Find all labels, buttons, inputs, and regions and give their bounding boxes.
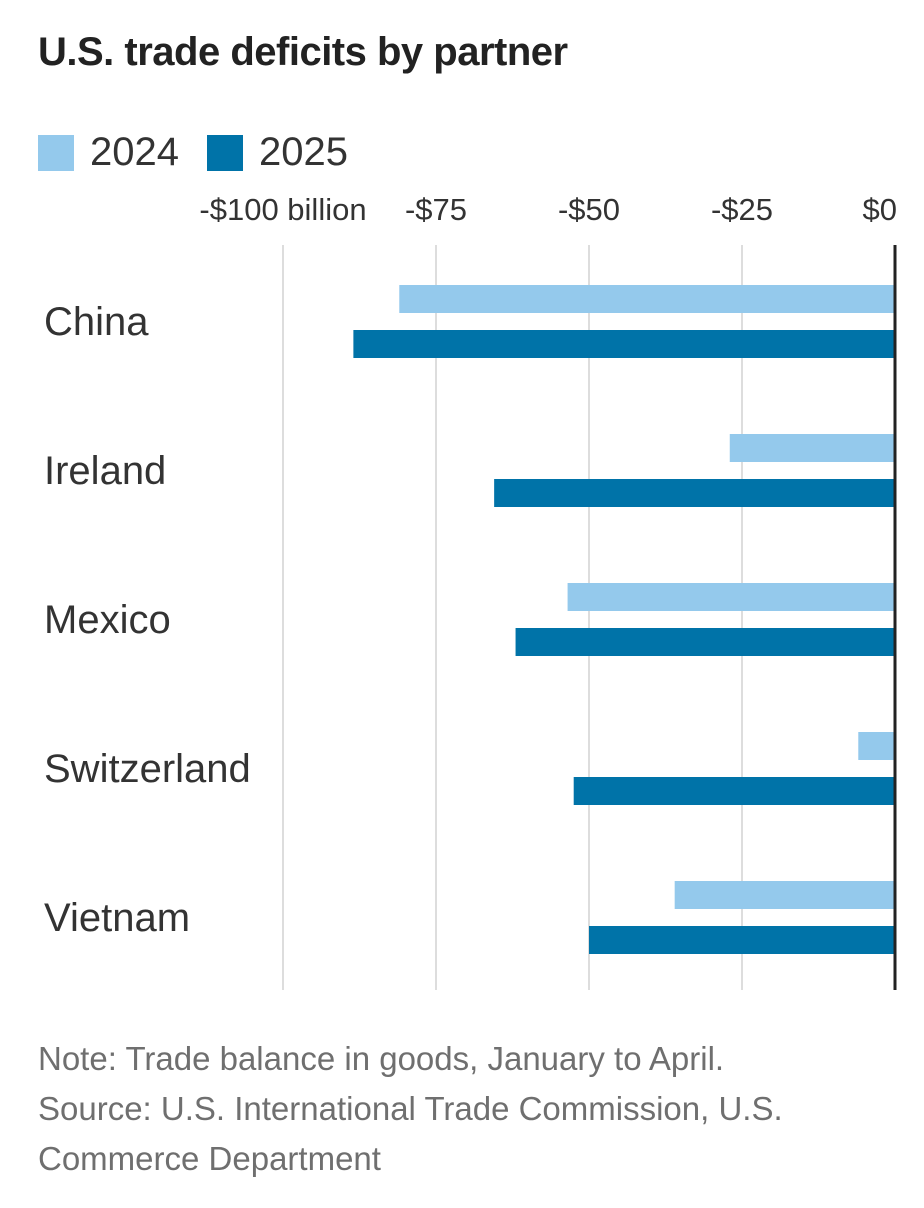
x-tick-label: -$50 [558,192,620,227]
legend-swatch-2025 [206,134,243,171]
footnote-source: Source: U.S. International Trade Commiss… [38,1090,783,1177]
category-label: China [44,300,149,344]
bar-2025-ireland [494,479,895,507]
bar-2024-china [399,285,895,313]
legend-item-2024: 2024 [38,130,179,175]
legend-item-2025: 2025 [206,130,348,175]
bar-2024-switzerland [858,732,895,760]
category-label: Mexico [44,598,171,642]
x-tick-label: -$75 [405,192,467,227]
legend-label-2025: 2025 [258,130,348,174]
bar-2025-switzerland [573,777,895,805]
legend-swatch-2024 [38,134,74,171]
bar-2025-mexico [515,628,895,656]
legend: 2024 2025 [38,130,376,175]
bar-2024-vietnam [674,881,895,909]
bar-2025-vietnam [589,926,895,954]
footnote-note: Note: Trade balance in goods, January to… [38,1040,725,1077]
category-label: Ireland [44,449,166,493]
category-label: Vietnam [44,896,190,940]
chart-title: U.S. trade deficits by partner [38,30,568,74]
x-tick-label: -$25 [711,192,773,227]
x-tick-label: -$100 billion [199,192,366,227]
legend-label-2024: 2024 [90,130,179,174]
category-label: Switzerland [44,747,251,791]
x-tick-label: $0 [863,192,897,227]
bar-2024-mexico [567,583,895,611]
bar-chart: -$100 billion -$75 -$50 -$25 $0 China Ireland M… [44,192,897,990]
bar-2024-ireland [729,434,895,462]
bar-2025-china [353,330,895,358]
